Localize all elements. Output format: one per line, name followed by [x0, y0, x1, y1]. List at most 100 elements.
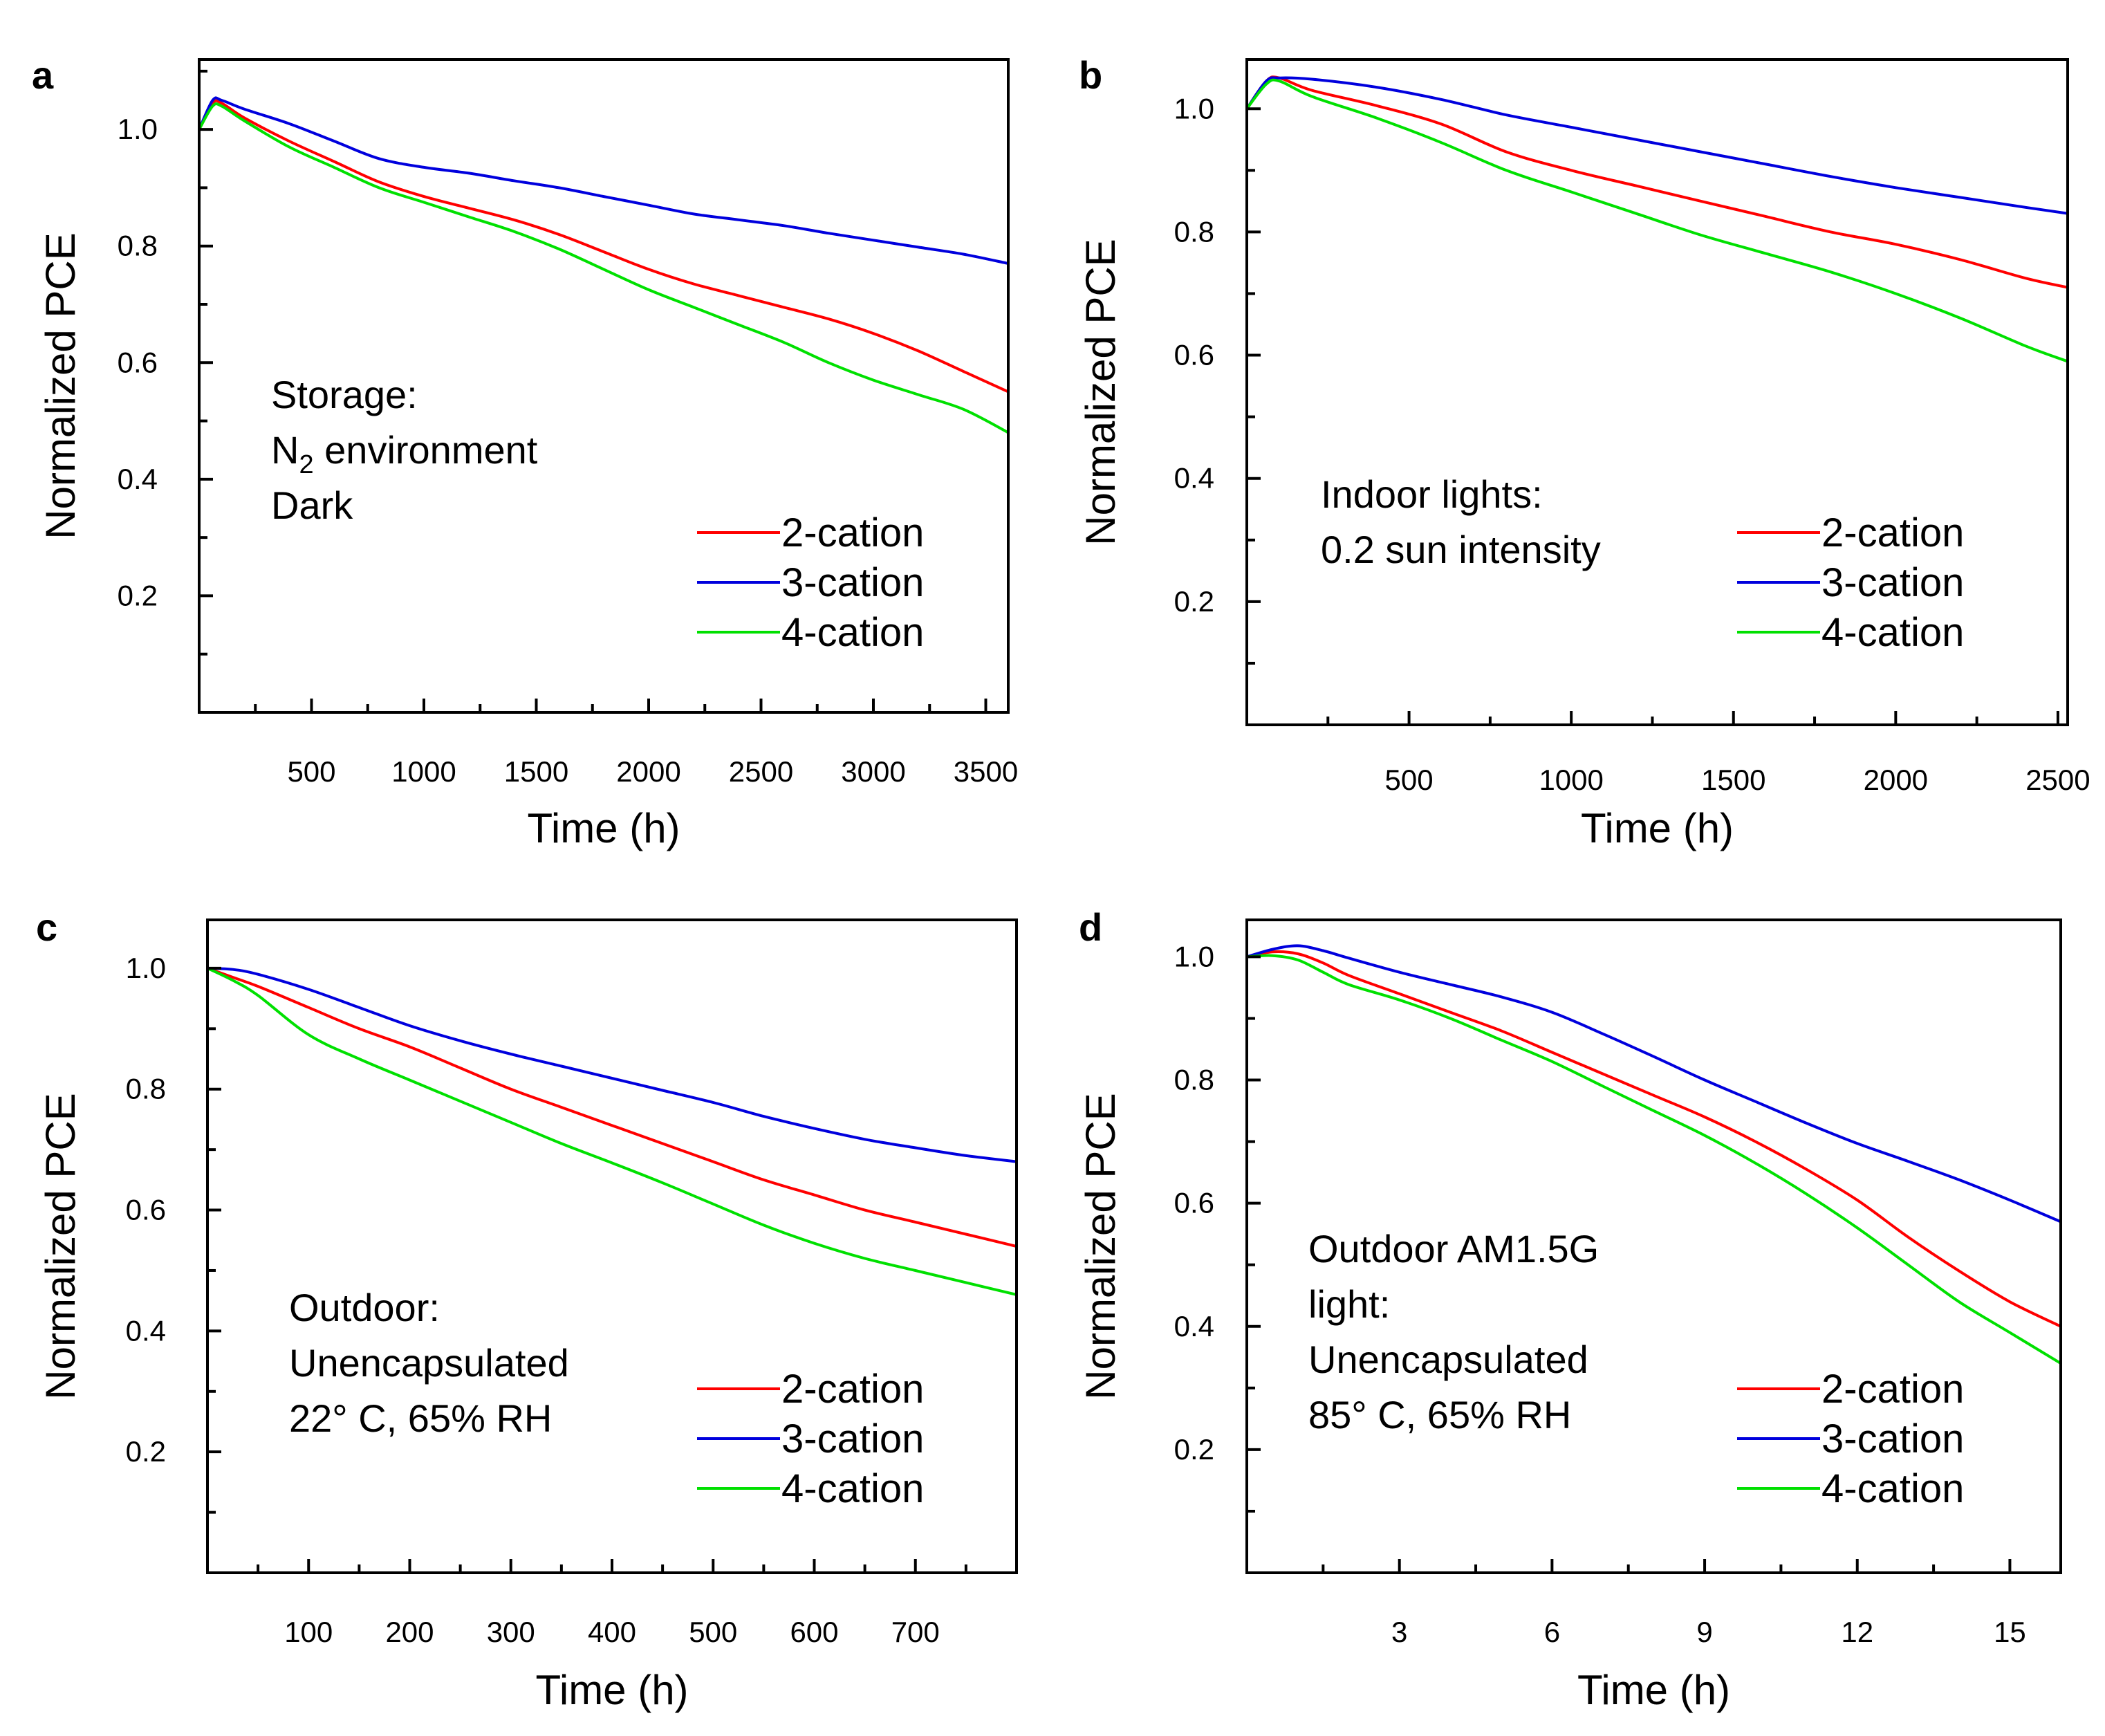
series-group: [1247, 75, 2068, 363]
series-line-3-cation: [1247, 76, 2068, 215]
series-line-2-cation: [207, 966, 1017, 1248]
x-tick-label: 1000: [1539, 764, 1603, 796]
panel-c: c 100 200 300 400 500 600 700 0.2 0.4 0.6 0.8 1.0 Tim…: [36, 905, 1018, 1713]
y-tick-label: 0.6: [1174, 1187, 1214, 1219]
annotation-line: Dark: [271, 483, 353, 527]
panel-letter: c: [36, 905, 57, 949]
legend: 2-cation 3-cation 4-cation: [1737, 510, 1964, 655]
legend-label: 4-cation: [1821, 610, 1964, 655]
condition-annotation: Indoor lights: 0.2 sun intensity: [1321, 472, 1601, 571]
x-tick-label: 500: [1385, 764, 1434, 796]
y-tick-label: 0.2: [1174, 1433, 1214, 1466]
y-tick-label: 1.0: [1174, 92, 1214, 124]
x-tick-label: 500: [287, 755, 335, 788]
condition-annotation: Outdoor AM1.5G light: Unencapsulated 85° C,…: [1308, 1227, 1599, 1437]
y-tick-label: 0.6: [118, 346, 158, 378]
annotation-line: N2 environment: [271, 428, 538, 479]
legend-label: 2-cation: [1821, 510, 1964, 555]
x-tick-label: 3500: [954, 755, 1018, 788]
y-tick-label: 0.8: [1174, 1064, 1214, 1096]
legend-label: 3-cation: [781, 560, 924, 605]
x-tick-label: 1500: [504, 755, 568, 788]
x-tick-label: 100: [284, 1616, 333, 1648]
y-tick-label: 0.4: [118, 463, 158, 495]
y-tick-label: 0.4: [126, 1314, 166, 1347]
y-axis-title: Normalized PCE: [1077, 1093, 1124, 1399]
series-group: [1247, 944, 2061, 1365]
y-tick-label: 0.2: [118, 579, 158, 611]
x-tick-label: 500: [689, 1616, 737, 1648]
legend: 2-cation 3-cation 4-cation: [697, 510, 924, 655]
plot-frame: [1245, 58, 2069, 726]
series-line-3-cation: [1247, 944, 2061, 1223]
series-line-3-cation: [199, 96, 1008, 265]
y-tick-label: 0.6: [126, 1194, 166, 1226]
legend-label: 3-cation: [781, 1416, 924, 1461]
x-tick-label: 1000: [391, 755, 456, 788]
series-line-4-cation: [199, 102, 1008, 434]
x-tick-label: 2500: [729, 755, 793, 788]
annotation-line: Outdoor AM1.5G: [1308, 1227, 1599, 1271]
legend-label: 4-cation: [1821, 1466, 1964, 1511]
plot-frame: [198, 58, 1010, 714]
y-tick-label: 0.8: [1174, 215, 1214, 248]
legend-label: 2-cation: [781, 1367, 924, 1412]
legend-label: 2-cation: [1821, 1367, 1964, 1412]
y-axis-title: Normalized PCE: [37, 232, 84, 539]
panel-a: a 500 1000 1500 2000 2500 3000 3500 0.2 0.4 0.6 0.8…: [32, 53, 1018, 851]
series-line-3-cation: [207, 966, 1017, 1163]
y-tick-label: 0.8: [118, 230, 158, 262]
x-tick-label: 600: [790, 1616, 838, 1648]
series-line-4-cation: [1247, 78, 2068, 363]
legend-label: 2-cation: [781, 510, 924, 555]
panel-d: d 3 6 9 12 15 0.2 0.4 0.6 0.8 1.0 Time (h) Normalize…: [1077, 905, 2062, 1713]
x-tick-label: 3: [1391, 1616, 1407, 1648]
annotation-line: light:: [1308, 1282, 1390, 1326]
condition-annotation: Outdoor: Unencapsulated 22° C, 65% RH: [289, 1286, 569, 1440]
series-line-4-cation: [207, 966, 1017, 1296]
x-tick-label: 2500: [2025, 764, 2090, 796]
x-tick-label: 400: [588, 1616, 636, 1648]
series-group: [207, 966, 1017, 1296]
y-tick-label: 1.0: [118, 113, 158, 145]
x-axis-title: Time (h): [1581, 805, 1734, 851]
annotation-line: 85° C, 65% RH: [1308, 1393, 1571, 1437]
y-tick-label: 1.0: [126, 952, 166, 984]
panel-letter: b: [1079, 53, 1102, 97]
y-tick-label: 0.4: [1174, 462, 1214, 495]
y-tick-label: 1.0: [1174, 940, 1214, 972]
plot-frame: [1245, 918, 2062, 1574]
annotation-line: Unencapsulated: [289, 1341, 569, 1385]
legend-label: 3-cation: [1821, 1416, 1964, 1461]
series-group: [199, 96, 1008, 434]
x-tick-label: 700: [891, 1616, 940, 1648]
annotation-line: 0.2 sun intensity: [1321, 528, 1601, 571]
legend-label: 4-cation: [781, 610, 924, 655]
series-line-2-cation: [199, 99, 1008, 394]
series-line-2-cation: [1247, 950, 2061, 1328]
panel-b: b 500 1000 1500 2000 2500 0.2 0.4 0.6 0.8 1.0 Time …: [1077, 53, 2090, 851]
y-axis-title: Normalized PCE: [1077, 239, 1124, 545]
panel-letter: d: [1079, 905, 1102, 949]
x-tick-label: 200: [385, 1616, 434, 1648]
x-tick-label: 1500: [1701, 764, 1765, 796]
x-tick-label: 2000: [616, 755, 680, 788]
y-axis-title: Normalized PCE: [37, 1093, 84, 1399]
x-tick-label: 300: [487, 1616, 535, 1648]
x-tick-label: 6: [1544, 1616, 1560, 1648]
series-line-4-cation: [1247, 954, 2061, 1365]
x-axis-title: Time (h): [527, 805, 680, 851]
y-tick-label: 0.8: [126, 1073, 166, 1105]
x-tick-label: 3000: [841, 755, 905, 788]
annotation-line: 22° C, 65% RH: [289, 1396, 552, 1440]
y-tick-label: 0.6: [1174, 339, 1214, 371]
x-axis-title: Time (h): [1577, 1667, 1730, 1713]
x-axis-title: Time (h): [535, 1667, 688, 1713]
x-tick-label: 12: [1841, 1616, 1873, 1648]
legend-label: 4-cation: [781, 1466, 924, 1511]
x-tick-label: 2000: [1864, 764, 1928, 796]
legend-label: 3-cation: [1821, 560, 1964, 605]
